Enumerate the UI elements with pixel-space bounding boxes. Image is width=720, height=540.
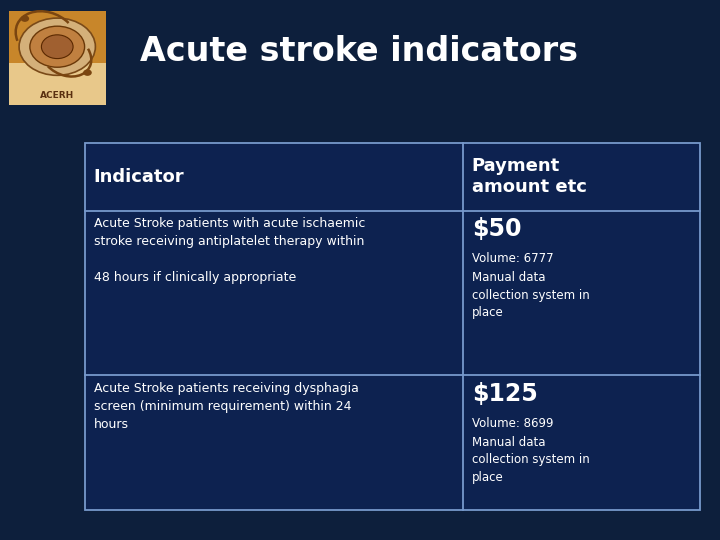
- Text: ACERH: ACERH: [40, 91, 74, 100]
- Text: Manual data
collection system in
place: Manual data collection system in place: [472, 436, 590, 484]
- FancyBboxPatch shape: [9, 11, 106, 105]
- Circle shape: [21, 15, 30, 22]
- Circle shape: [84, 69, 92, 76]
- Text: Indicator: Indicator: [94, 168, 184, 186]
- Text: $125: $125: [472, 382, 538, 406]
- FancyBboxPatch shape: [9, 63, 106, 105]
- Circle shape: [42, 35, 73, 58]
- Text: Payment
amount etc: Payment amount etc: [472, 158, 587, 196]
- Text: Volume: 8699: Volume: 8699: [472, 417, 553, 430]
- Text: Acute Stroke patients with acute ischaemic
stroke receiving antiplatelet therapy: Acute Stroke patients with acute ischaem…: [94, 217, 365, 284]
- Text: Volume: 6777: Volume: 6777: [472, 252, 554, 265]
- Circle shape: [19, 18, 95, 75]
- FancyBboxPatch shape: [85, 143, 700, 510]
- Text: Manual data
collection system in
place: Manual data collection system in place: [472, 271, 590, 319]
- Circle shape: [30, 26, 85, 67]
- Text: Acute Stroke patients receiving dysphagia
screen (minimum requirement) within 24: Acute Stroke patients receiving dysphagi…: [94, 382, 359, 431]
- Text: Acute stroke indicators: Acute stroke indicators: [140, 35, 578, 68]
- Text: $50: $50: [472, 217, 521, 241]
